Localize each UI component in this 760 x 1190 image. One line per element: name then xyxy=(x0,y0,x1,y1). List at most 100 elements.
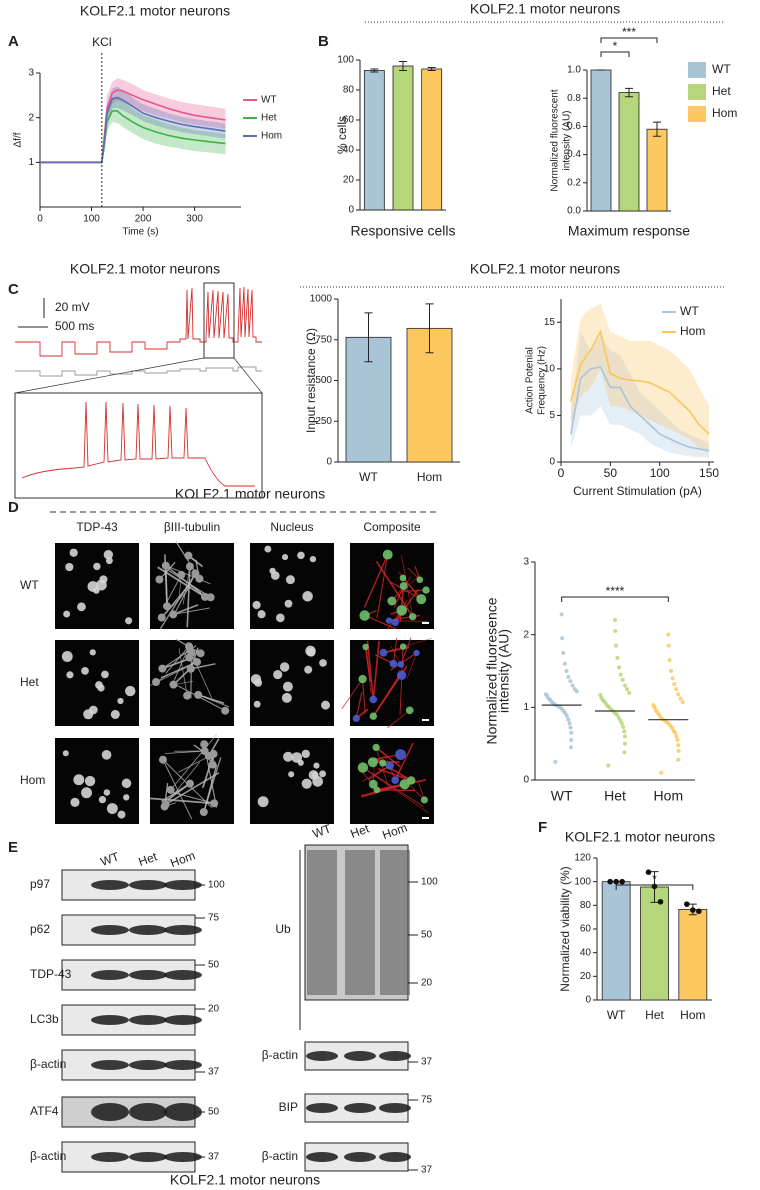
cell xyxy=(192,657,201,666)
bar xyxy=(618,92,640,212)
data-point xyxy=(569,730,574,735)
caption: KOLF2.1 motor neurons xyxy=(170,1172,320,1188)
y-tick-label: 15 xyxy=(544,317,556,328)
cell xyxy=(89,649,96,656)
cell xyxy=(200,740,209,749)
data-point xyxy=(674,687,679,692)
cell xyxy=(166,785,175,794)
y-tick-label: 60 xyxy=(343,115,355,126)
neurite xyxy=(378,768,412,782)
cell xyxy=(81,787,93,799)
neurite xyxy=(399,585,405,622)
blot-band xyxy=(129,925,167,935)
x-tick-label: 100 xyxy=(83,214,100,225)
neurite xyxy=(170,733,218,791)
data-point xyxy=(568,745,573,750)
data-point xyxy=(564,669,569,673)
neurite xyxy=(162,759,193,820)
x-tick-label: 100 xyxy=(650,466,670,480)
y-tick-label: 0 xyxy=(348,205,354,216)
cell xyxy=(382,549,393,560)
legend-label: WT xyxy=(712,62,731,76)
y-axis-label: Normalized fluoresence xyxy=(484,597,500,744)
x-axis-label: Maximum response xyxy=(568,223,690,239)
cell xyxy=(405,706,414,715)
neurite xyxy=(149,797,215,805)
blot-smear xyxy=(307,850,337,995)
significance-label: * xyxy=(613,39,618,53)
blot-band xyxy=(129,1103,167,1121)
blot-band xyxy=(164,970,202,980)
panel-label: E xyxy=(8,839,18,856)
blot-band xyxy=(91,925,129,935)
cell xyxy=(416,594,427,605)
neurite xyxy=(364,614,397,630)
data-point xyxy=(569,738,574,743)
data-point xyxy=(672,682,677,687)
cell xyxy=(62,750,69,757)
data-point xyxy=(606,763,611,768)
blot-label: β-actin xyxy=(262,1048,298,1062)
blot-band xyxy=(164,1060,202,1070)
cell xyxy=(65,562,74,572)
data-point xyxy=(667,658,672,663)
panel-label: A xyxy=(8,33,19,50)
y-tick-label: 3 xyxy=(523,557,529,568)
cell xyxy=(101,750,112,760)
y-tick-label: 0.2 xyxy=(567,177,581,188)
y-axis-label: Normalized viability (%) xyxy=(558,866,572,991)
panel-label: B xyxy=(318,33,329,50)
neurite xyxy=(363,554,389,608)
neurite xyxy=(390,646,402,665)
cell xyxy=(185,779,194,788)
neurite xyxy=(197,694,225,704)
neurite xyxy=(167,782,191,801)
chart-title: KOLF2.1 motor neurons xyxy=(80,3,230,19)
cell xyxy=(281,692,292,703)
x-tick-label: 0 xyxy=(558,466,565,480)
data-point xyxy=(619,878,625,885)
cell xyxy=(301,749,310,759)
y-axis-label: intensity (AU) xyxy=(562,110,573,170)
bar xyxy=(678,909,708,1001)
cell xyxy=(368,779,378,789)
y-axis-label: Normalized fluorescent xyxy=(550,89,561,191)
data-point xyxy=(618,672,623,677)
cell xyxy=(422,586,430,594)
blot-label: p97 xyxy=(30,877,50,891)
data-point xyxy=(615,655,620,660)
data-point xyxy=(645,869,652,875)
legend-label: Hom xyxy=(712,106,737,120)
data-point xyxy=(562,661,567,666)
cell xyxy=(185,562,194,571)
mw-label: 20 xyxy=(208,1004,220,1015)
cell xyxy=(359,610,370,621)
cell xyxy=(385,761,394,770)
cell xyxy=(103,789,111,796)
cell xyxy=(399,643,407,650)
blot-band xyxy=(91,1103,129,1121)
data-point xyxy=(666,632,671,637)
panel-label: D xyxy=(8,499,19,516)
cell xyxy=(399,581,408,590)
cell xyxy=(319,659,327,667)
cell xyxy=(367,757,378,768)
mw-label: 37 xyxy=(208,1152,220,1163)
blot-band xyxy=(379,1051,411,1061)
error-bar xyxy=(653,121,661,137)
lane-label: WT xyxy=(99,849,122,869)
row-heading: WT xyxy=(20,578,39,592)
mw-label: 100 xyxy=(421,877,438,888)
cell xyxy=(93,562,101,571)
error-bar xyxy=(364,312,373,363)
blot-band xyxy=(306,1051,338,1061)
line xyxy=(570,366,710,452)
neurite xyxy=(387,709,411,729)
data-point xyxy=(622,683,627,688)
significance-bracket xyxy=(600,37,658,43)
x-tick-label: 300 xyxy=(186,214,203,225)
y-tick-label: 10 xyxy=(544,363,556,374)
data-point xyxy=(622,729,627,734)
cell xyxy=(358,674,367,684)
x-tick-label: 0 xyxy=(37,214,43,225)
